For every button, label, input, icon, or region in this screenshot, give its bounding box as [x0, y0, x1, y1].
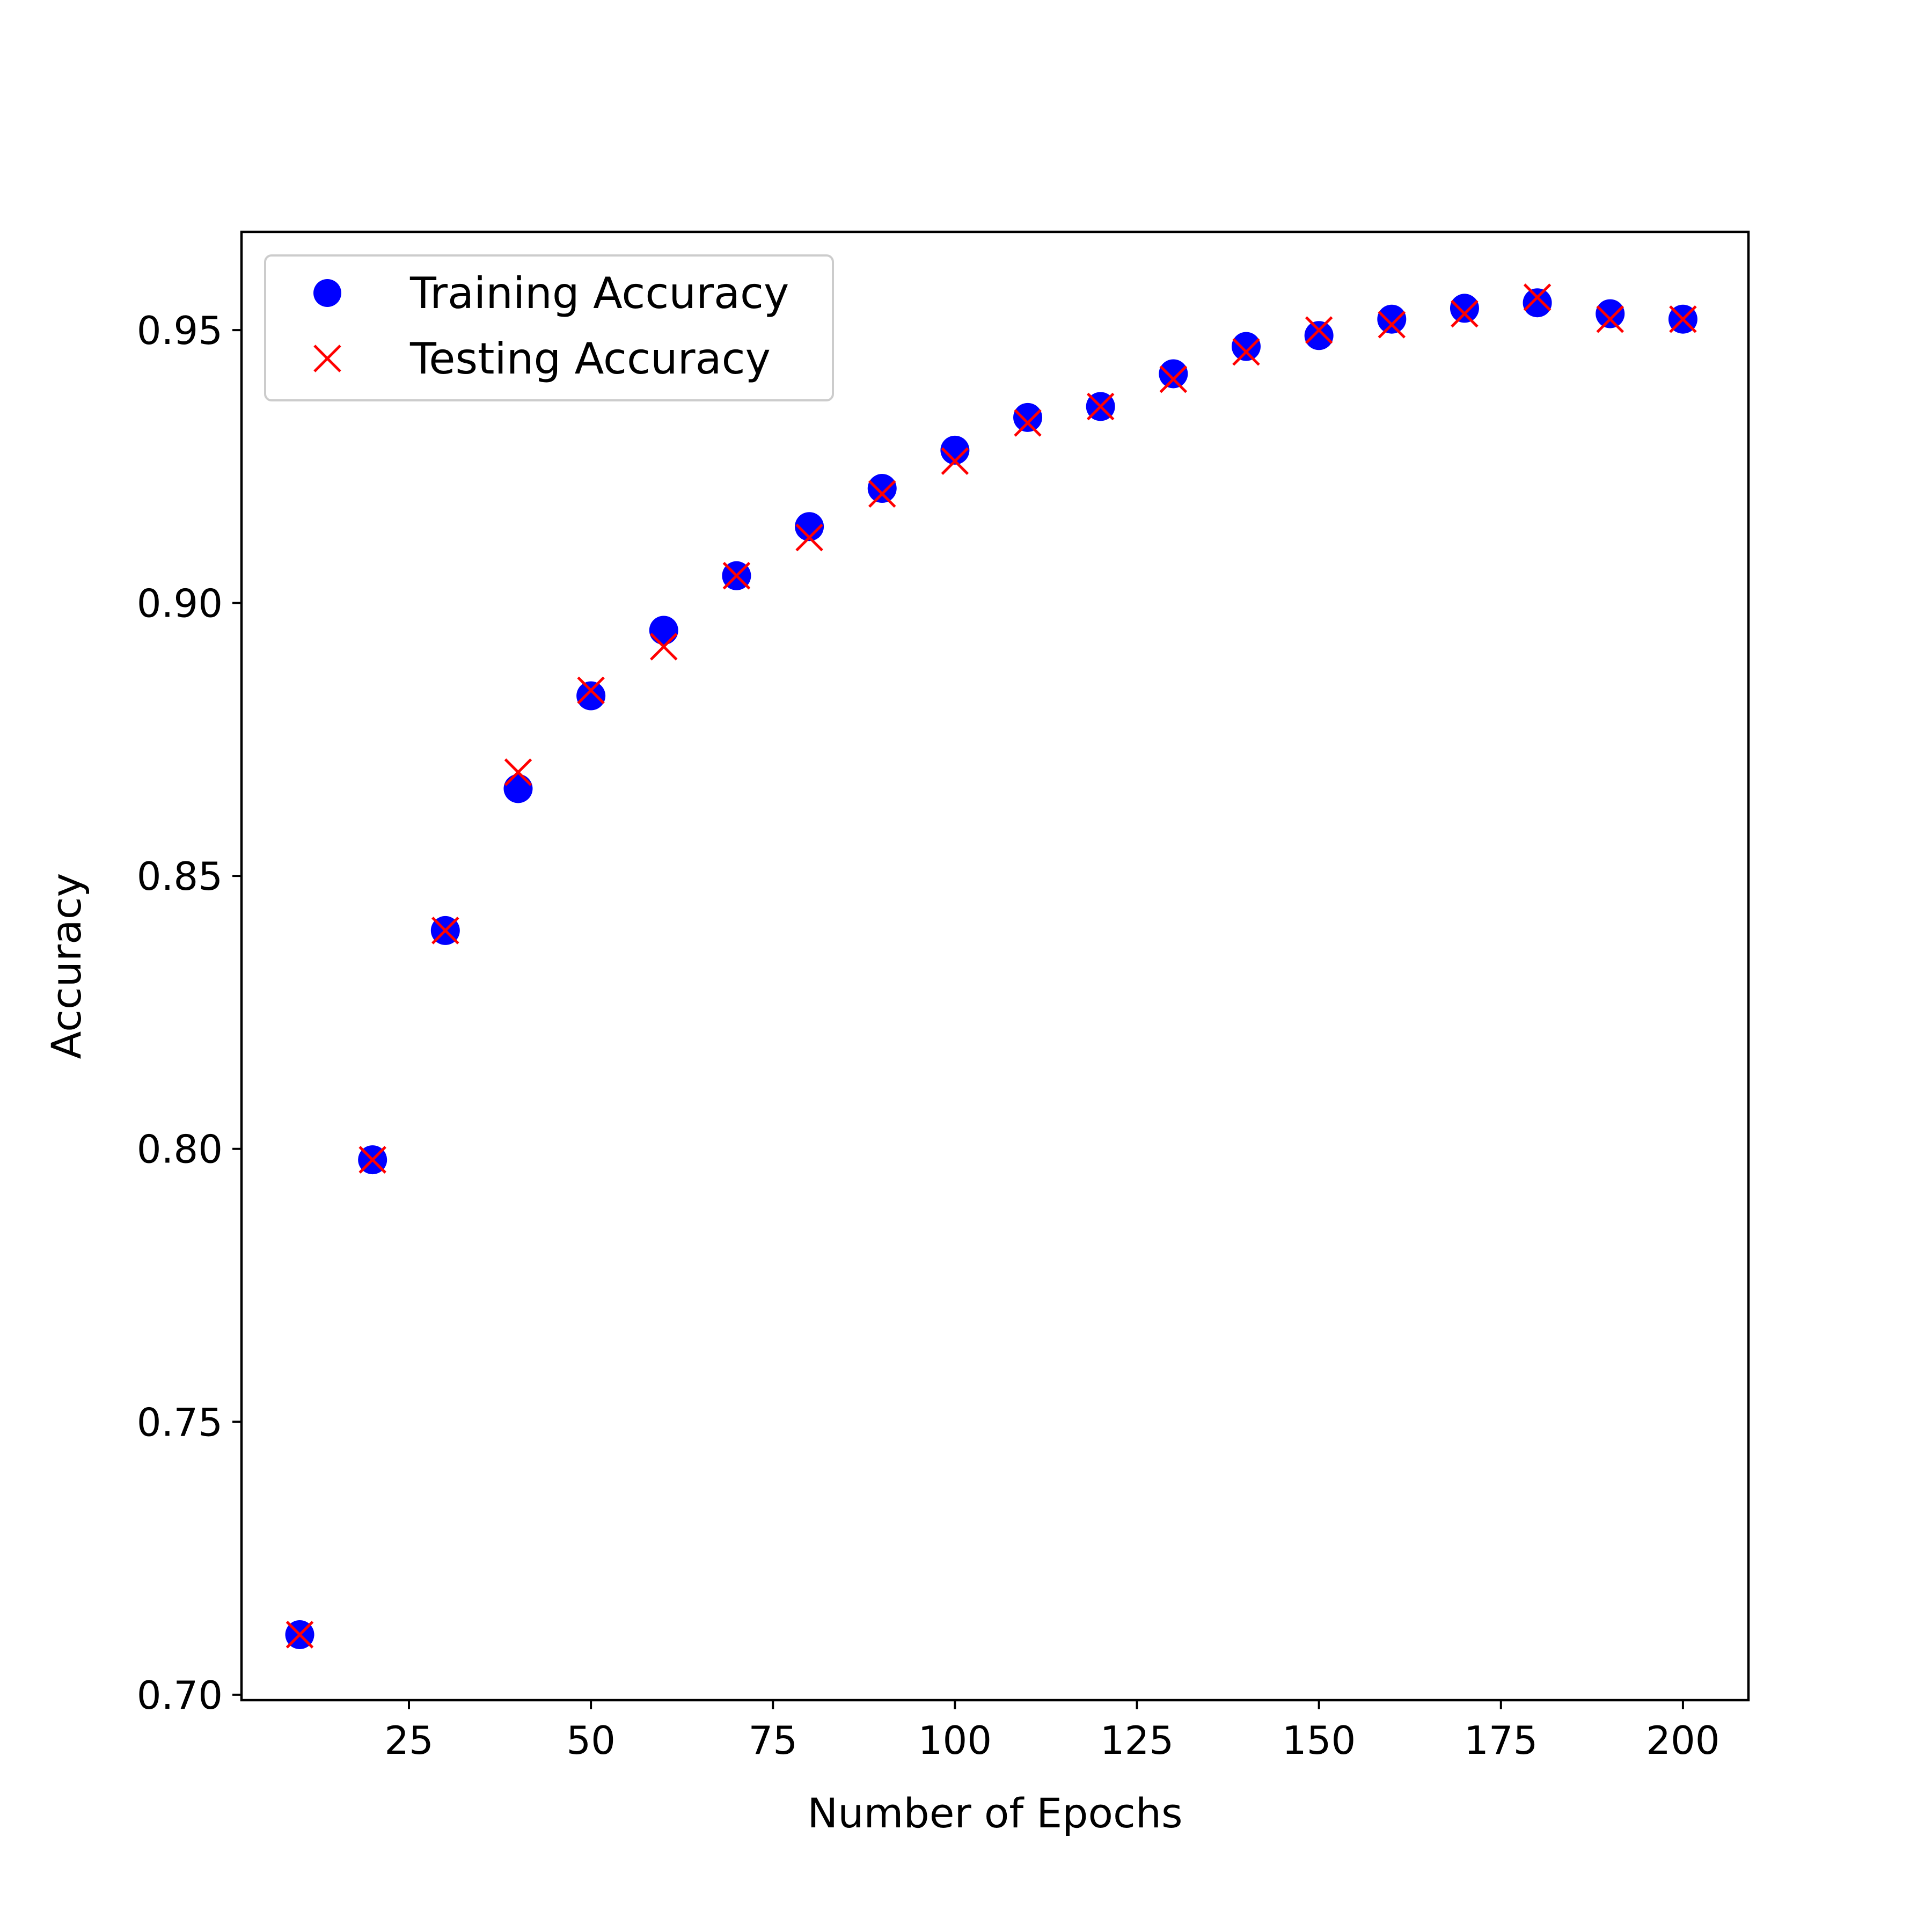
y-tick-label: 0.90	[137, 581, 223, 626]
legend-training-marker	[313, 279, 341, 307]
legend: Training Accuracy Testing Accuracy	[264, 254, 834, 401]
x-tick-label: 25	[384, 1718, 434, 1763]
training-accuracy-point	[503, 774, 533, 803]
training-accuracy-point	[940, 435, 970, 465]
testing-accuracy-point	[941, 447, 969, 475]
training-accuracy-point	[576, 681, 606, 711]
x-tick-label: 100	[918, 1718, 992, 1763]
x-tick-label: 75	[748, 1718, 797, 1763]
y-tick-label: 0.70	[137, 1673, 223, 1718]
testing-accuracy-point	[868, 480, 896, 508]
testing-accuracy-point	[1305, 316, 1333, 344]
testing-accuracy-point	[650, 633, 678, 661]
legend-training-label: Training Accuracy	[409, 268, 789, 318]
testing-accuracy-point	[1669, 305, 1697, 333]
x-tick-label: 150	[1282, 1718, 1356, 1763]
training-accuracy-point	[795, 512, 824, 541]
testing-accuracy-point	[1523, 283, 1552, 311]
legend-box	[264, 254, 834, 401]
testing-accuracy-point	[1232, 338, 1260, 366]
training-accuracy-point	[1523, 288, 1552, 318]
testing-accuracy-point	[431, 917, 459, 945]
training-accuracy-point	[1013, 402, 1043, 432]
training-accuracy-point	[867, 474, 897, 503]
testing-accuracy-point	[358, 1146, 386, 1174]
y-axis-label: Accuracy	[42, 873, 90, 1059]
testing-accuracy-point	[1596, 305, 1624, 333]
training-accuracy-point	[1232, 332, 1261, 361]
x-axis-label: Number of Epochs	[807, 1789, 1182, 1837]
data-markers	[285, 283, 1697, 1649]
training-accuracy-point	[649, 616, 678, 645]
legend-testing-label: Testing Accuracy	[409, 334, 771, 384]
y-axis: 0.70 0.75 0.80 0.85 0.90 0.95	[137, 308, 241, 1718]
x-tick-label: 50	[566, 1718, 616, 1763]
y-tick-label: 0.95	[137, 308, 223, 353]
y-tick-label: 0.80	[137, 1127, 223, 1172]
testing-accuracy-point	[795, 523, 823, 552]
testing-accuracy-point	[1159, 365, 1188, 393]
training-accuracy-point	[1450, 294, 1479, 323]
x-tick-label: 175	[1464, 1718, 1538, 1763]
testing-accuracy-point	[1451, 299, 1479, 328]
x-axis: 25 50 75 100 125 150 175 200	[384, 1700, 1720, 1763]
testing-accuracy-point	[577, 676, 605, 705]
x-tick-label: 125	[1100, 1718, 1174, 1763]
testing-accuracy-point	[1086, 392, 1115, 421]
testing-accuracy-point	[722, 562, 751, 590]
training-accuracy-point	[1596, 299, 1625, 328]
x-tick-label: 200	[1646, 1718, 1719, 1763]
training-accuracy-point	[1159, 359, 1188, 389]
testing-accuracy-point	[286, 1621, 314, 1649]
y-tick-label: 0.85	[137, 854, 223, 899]
testing-accuracy-point	[1378, 311, 1406, 339]
plot-frame	[240, 230, 1750, 1702]
y-tick-label: 0.75	[137, 1400, 223, 1445]
training-accuracy-point	[1304, 321, 1334, 350]
training-accuracy-point	[1377, 304, 1407, 334]
testing-accuracy-point	[504, 758, 532, 786]
legend-testing-marker	[313, 345, 341, 372]
testing-accuracy-point	[1014, 409, 1042, 437]
